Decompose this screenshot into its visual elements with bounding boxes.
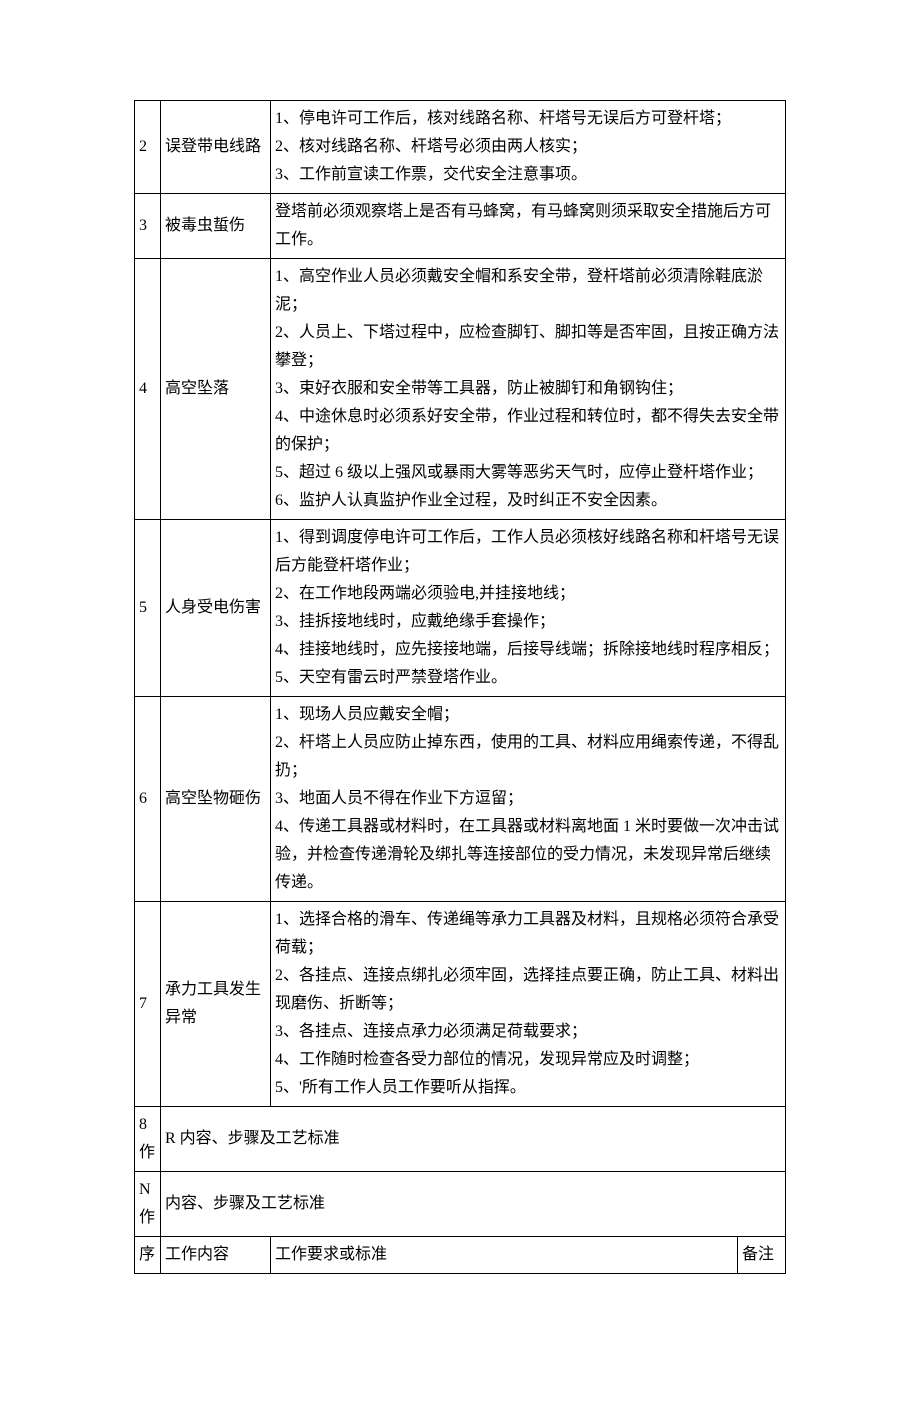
row-num: 2 [135,101,161,194]
row-content: 1、停电许可工作后，核对线路名称、杆塔号无误后方可登杆塔； 2、核对线路名称、杆… [271,101,786,194]
row-num: 7 [135,902,161,1107]
section-row: 8 作 R 内容、步骤及工艺标准 [135,1107,786,1172]
table-row: 2 误登带电线路 1、停电许可工作后，核对线路名称、杆塔号无误后方可登杆塔； 2… [135,101,786,194]
section-row: N 作 内容、步骤及工艺标准 [135,1172,786,1237]
table-row: 6 高空坠物砸伤 1、现场人员应戴安全帽； 2、杆塔上人员应防止掉东西，使用的工… [135,697,786,902]
row-content: 1、选择合格的滑车、传递绳等承力工具器及材料，且规格必须符合承受荷载； 2、各挂… [271,902,786,1107]
row-title: 高空坠落 [161,259,271,520]
header-col-note: 备注 [737,1237,785,1274]
header-row: 序 工作内容 工作要求或标准 备注 [135,1237,786,1274]
header-col-content: 工作要求或标准 [271,1237,738,1274]
row-content: 1、高空作业人员必须戴安全帽和系安全带，登杆塔前必须清除鞋底淤泥； 2、人员上、… [271,259,786,520]
row-title: 被毒虫蜇伤 [161,194,271,259]
row-title: 高空坠物砸伤 [161,697,271,902]
section-label: R 内容、步骤及工艺标准 [161,1107,786,1172]
section-num: N 作 [135,1172,161,1237]
row-content: 1、得到调度停电许可工作后，工作人员必须核好线路名称和杆塔号无误后方能登杆塔作业… [271,520,786,697]
section-num: 8 作 [135,1107,161,1172]
table-row: 3 被毒虫蜇伤 登塔前必须观察塔上是否有马蜂窝，有马蜂窝则须采取安全措施后方可工… [135,194,786,259]
row-title: 承力工具发生异常 [161,902,271,1107]
row-num: 6 [135,697,161,902]
row-content: 登塔前必须观察塔上是否有马蜂窝，有马蜂窝则须采取安全措施后方可工作。 [271,194,786,259]
row-content: 1、现场人员应戴安全帽； 2、杆塔上人员应防止掉东西，使用的工具、材料应用绳索传… [271,697,786,902]
row-title: 误登带电线路 [161,101,271,194]
row-num: 4 [135,259,161,520]
table-row: 7 承力工具发生异常 1、选择合格的滑车、传递绳等承力工具器及材料，且规格必须符… [135,902,786,1107]
header-col-num: 序 [135,1237,161,1274]
table-row: 5 人身受电伤害 1、得到调度停电许可工作后，工作人员必须核好线路名称和杆塔号无… [135,520,786,697]
header-col-title: 工作内容 [161,1237,271,1274]
table-row: 4 高空坠落 1、高空作业人员必须戴安全帽和系安全带，登杆塔前必须清除鞋底淤泥；… [135,259,786,520]
row-num: 3 [135,194,161,259]
risk-table: 2 误登带电线路 1、停电许可工作后，核对线路名称、杆塔号无误后方可登杆塔； 2… [134,100,786,1274]
section-label: 内容、步骤及工艺标准 [161,1172,786,1237]
row-title: 人身受电伤害 [161,520,271,697]
row-num: 5 [135,520,161,697]
